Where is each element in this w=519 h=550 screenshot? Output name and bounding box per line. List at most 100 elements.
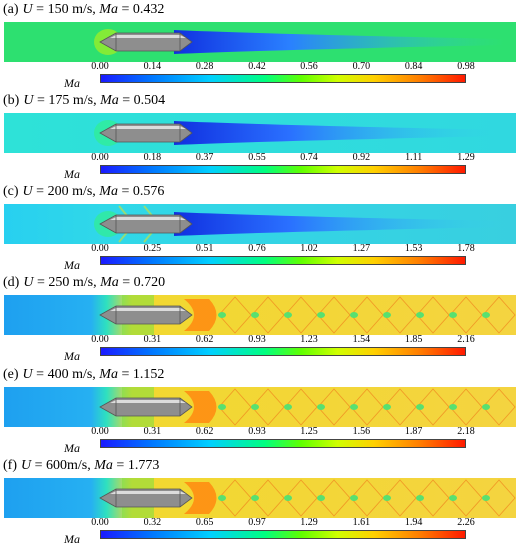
title-label: (c) [3,184,19,199]
colorbar-tick-label: 0.28 [196,61,214,73]
title-u-var: U [23,367,33,382]
colorbar-ticks: 0.00 0.14 0.28 0.42 0.56 0.70 0.84 0.98 [100,61,466,73]
wake-cell [284,404,292,410]
title-u-text: = 400 m/s, [33,367,100,382]
colorbar-tick-label: 0.42 [248,61,266,73]
colorbar-tick-label: 0.84 [405,61,423,73]
colorbar-tick-label: 0.51 [196,243,214,255]
colorbar-tick-label: 0.98 [457,61,475,73]
panel-e: (e) U = 400 m/s, Ma = 1.152 0.00 0.31 0.62 0.… [0,367,519,459]
colorbar-ticks: 0.00 0.31 0.62 0.93 1.23 1.54 1.85 2.16 [100,334,466,346]
colorbar-tick-label: 0.00 [91,334,109,346]
panel-title: (e) U = 400 m/s, Ma = 1.152 [3,367,164,383]
mach-contour-field [4,387,516,427]
colorbar-tick-label: 1.61 [353,517,371,529]
title-ma-var: Ma [99,367,118,382]
colorbar-tick-label: 0.00 [91,61,109,73]
panel-b: (b) U = 175 m/s, Ma = 0.504 0.00 0.18 0.37 0.… [0,93,519,185]
colorbar-ticks: 0.00 0.31 0.62 0.93 1.25 1.56 1.87 2.18 [100,426,466,438]
colorbar-label: Ma [64,167,80,182]
title-u-var: U [23,2,33,17]
projectile-highlight [110,308,186,311]
wake-cell [449,312,457,318]
colorbar-tick-label: 0.37 [196,152,214,164]
title-ma-text: = 1.773 [113,458,159,473]
projectile-highlight [110,35,186,38]
projectile-highlight [110,126,186,129]
colorbar-tick-label: 0.00 [91,517,109,529]
title-u-text: = 200 m/s, [33,184,100,199]
title-u-text: = 150 m/s, [33,2,100,17]
wake-cell [284,312,292,318]
colorbar-tick-label: 1.27 [353,243,371,255]
colorbar-tick-label: 0.56 [300,61,318,73]
colorbar-tick-label: 0.62 [196,334,214,346]
colorbar-tick-label: 0.00 [91,152,109,164]
title-label: (d) [3,275,19,290]
panel-title: (b) U = 175 m/s, Ma = 0.504 [3,93,165,109]
wake-cell [383,495,391,501]
mach-contour-field [4,204,516,244]
title-ma-text: = 0.432 [118,2,164,17]
title-ma-var: Ma [100,93,119,108]
colorbar-tick-label: 2.26 [457,517,475,529]
colorbar-tick-label: 1.56 [353,426,371,438]
wake-cell [251,404,259,410]
title-ma-var: Ma [100,275,119,290]
wake-cell [482,495,490,501]
wake-cell [482,312,490,318]
projectile-highlight [110,217,186,220]
colorbar-tick-label: 0.31 [144,426,162,438]
colorbar-tick-label: 1.78 [457,243,475,255]
colorbar-tick-label: 0.65 [196,517,214,529]
title-u-var: U [23,184,33,199]
colorbar-tick-label: 0.25 [144,243,162,255]
colorbar-tick-label: 0.93 [248,334,266,346]
wake-cell [218,495,226,501]
colorbar-tick-label: 1.29 [300,517,318,529]
wake-cell [416,495,424,501]
title-ma-var: Ma [99,184,118,199]
title-label: (e) [3,367,19,382]
colorbar-tick-label: 1.11 [405,152,422,164]
colorbar-tick-label: 0.14 [144,61,162,73]
mach-contour-field [4,478,516,518]
colorbar-tick-label: 0.70 [353,61,371,73]
panel-a: (a) U = 150 m/s, Ma = 0.432 0.00 0.14 0.28 0.… [0,2,519,94]
wake-cell [482,404,490,410]
title-label: (f) [3,458,17,473]
colorbar-tick-label: 1.54 [353,334,371,346]
colorbar-tick-label: 1.02 [300,243,318,255]
title-ma-text: = 0.720 [119,275,165,290]
colorbar-label: Ma [64,441,80,456]
colorbar-tick-label: 0.18 [144,152,162,164]
wake-cell [218,312,226,318]
colorbar-label: Ma [64,349,80,364]
title-label: (a) [3,2,19,17]
colorbar-ticks: 0.00 0.18 0.37 0.55 0.74 0.92 1.11 1.29 [100,152,466,164]
wake-cell [350,404,358,410]
projectile-highlight [110,400,186,403]
flow-background [4,295,516,335]
panel-title: (d) U = 250 m/s, Ma = 0.720 [3,275,165,291]
title-ma-text: = 1.152 [118,367,164,382]
wake-cell [350,495,358,501]
colorbar-ticks: 0.00 0.32 0.65 0.97 1.29 1.61 1.94 2.26 [100,517,466,529]
colorbar-tick-label: 0.62 [196,426,214,438]
colorbar-label: Ma [64,258,80,273]
wake-cell [350,312,358,318]
colorbar-tick-label: 0.00 [91,426,109,438]
projectile-highlight [110,491,186,494]
colorbar-tick-label: 0.93 [248,426,266,438]
colorbar-tick-label: 1.25 [300,426,318,438]
panel-title: (f) U = 600m/s, Ma = 1.773 [3,458,159,474]
colorbar [100,347,466,356]
panel-title: (c) U = 200 m/s, Ma = 0.576 [3,184,164,200]
colorbar-tick-label: 0.00 [91,243,109,255]
mach-contour-field [4,295,516,335]
colorbar-label: Ma [64,532,80,547]
panel-title: (a) U = 150 m/s, Ma = 0.432 [3,2,164,18]
colorbar-tick-label: 1.29 [457,152,475,164]
title-ma-var: Ma [99,2,118,17]
wake-cell [416,404,424,410]
